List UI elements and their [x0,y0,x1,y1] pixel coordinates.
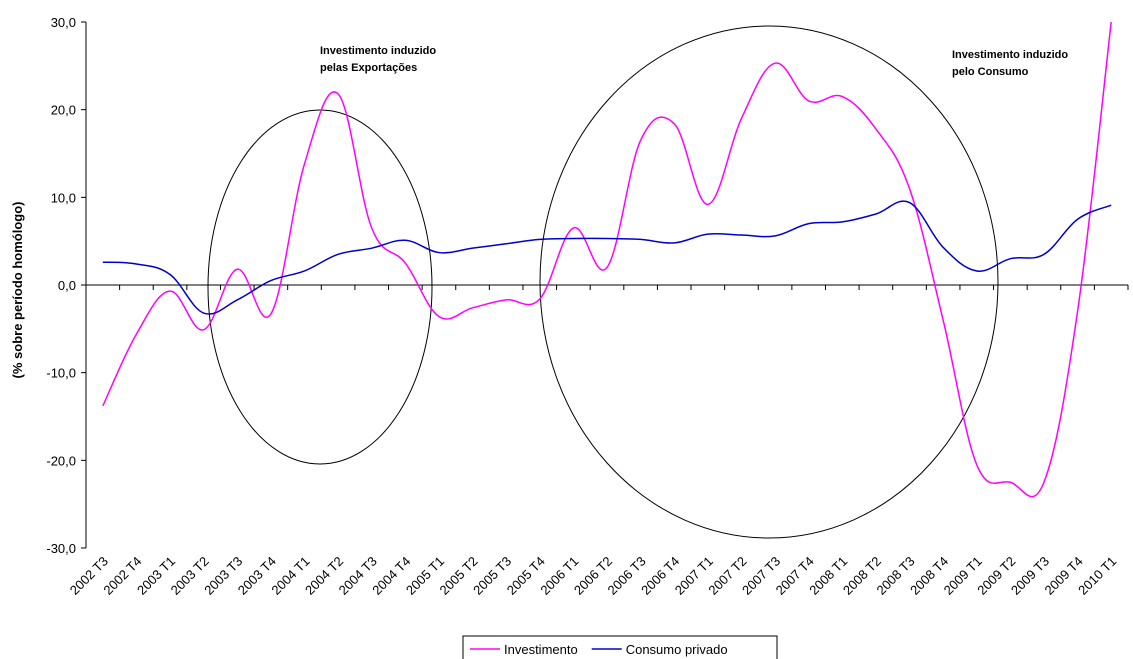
annotation: Investimento induzido [952,49,1068,61]
y-tick-label: -30,0 [46,541,76,556]
annotation: pelas Exportações [320,62,417,74]
y-tick-label: 10,0 [51,190,76,205]
annotation-ellipse [539,25,999,539]
annotation-ellipse [207,109,433,465]
y-tick-label: 20,0 [51,103,76,118]
series-line [102,200,1112,315]
x-tick-label: 2010 T1 [1075,554,1119,598]
legend-box [462,635,778,659]
y-axis-label: (% sobre período homólogo) [10,202,25,379]
annotation: Investimento induzido [320,45,436,57]
y-tick-label: 30,0 [51,15,76,30]
series-line [102,21,1112,498]
y-tick-label: 0,0 [58,278,76,293]
legend: Investimento Consumo privado [462,635,778,659]
legend-label: Investimento [504,642,578,657]
legend-label: Consumo privado [626,642,728,657]
y-tick-label: -20,0 [46,453,76,468]
annotation: pelo Consumo [952,66,1029,78]
y-tick-label: -10,0 [46,366,76,381]
